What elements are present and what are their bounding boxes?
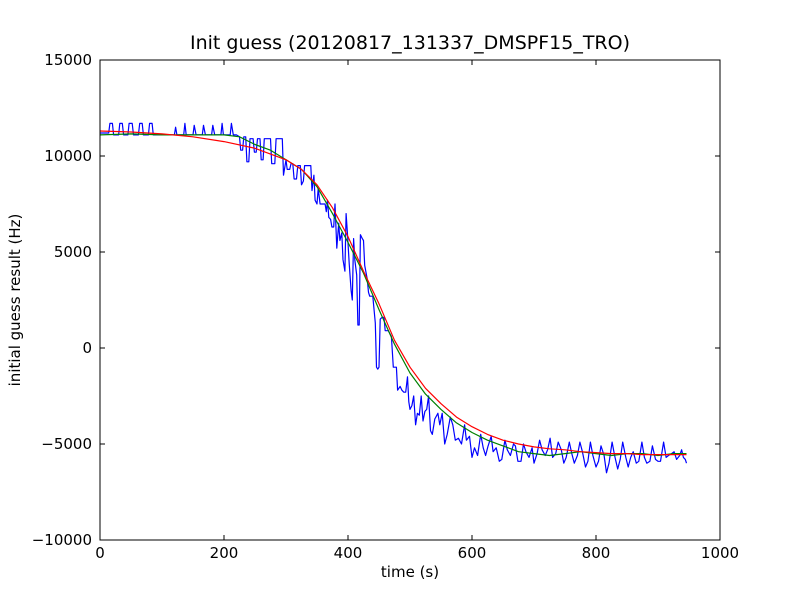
chart-title: Init guess (20120817_131337_DMSPF15_TRO) <box>190 32 630 54</box>
x-tick-label: 600 <box>458 544 487 562</box>
y-tick-label: 15000 <box>44 51 92 69</box>
x-tick-label: 800 <box>582 544 611 562</box>
y-tick-label: −5000 <box>41 435 92 453</box>
y-tick-label: 5000 <box>54 243 92 261</box>
tick-layer: 0 200 400 600 800 1000 −10000 −5000 0 5000 10000 15… <box>32 51 739 562</box>
x-tick-label: 1000 <box>701 544 739 562</box>
series-layer <box>100 122 688 474</box>
y-tick-label: 0 <box>82 339 92 357</box>
x-tick-label: 200 <box>210 544 239 562</box>
y-tick-label: 10000 <box>44 147 92 165</box>
x-axis-label: time (s) <box>381 563 439 581</box>
series-line-2 <box>100 133 687 457</box>
y-axis-label: initial guess result (Hz) <box>6 214 24 387</box>
x-tick-label: 0 <box>95 544 105 562</box>
series-line-3 <box>100 130 687 456</box>
plot-frame <box>99 59 721 541</box>
x-tick-label: 400 <box>334 544 363 562</box>
y-tick-label: −10000 <box>32 531 92 549</box>
